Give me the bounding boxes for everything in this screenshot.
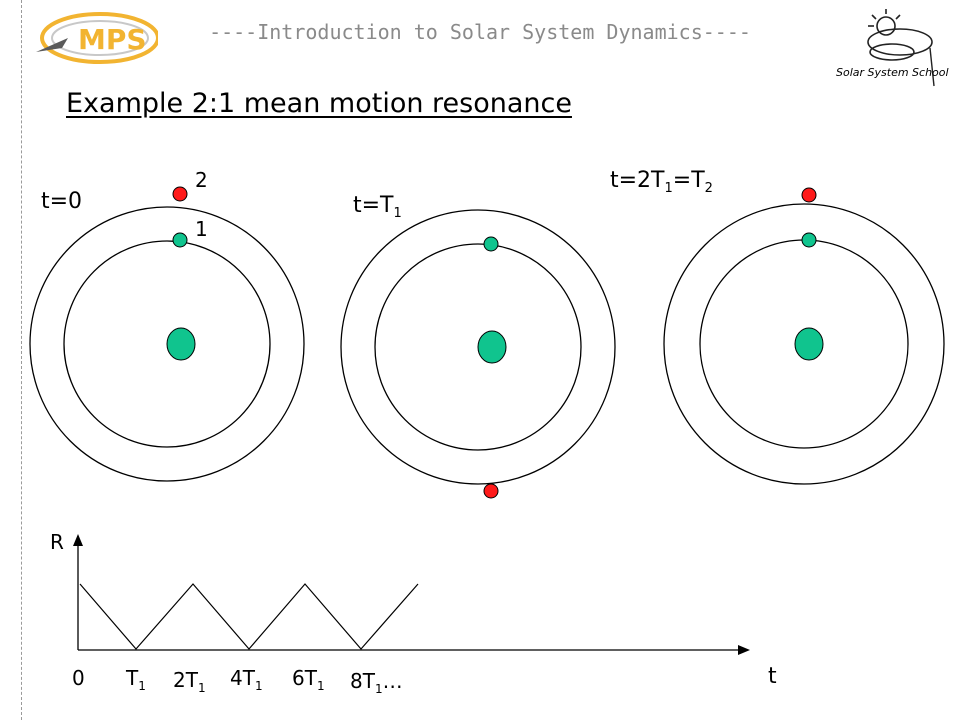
central-star: [794, 327, 824, 361]
tick-label: T1: [125, 666, 146, 693]
x-axis-label: t: [768, 664, 777, 689]
y-axis-label: R: [50, 530, 64, 554]
body-1: [172, 232, 188, 248]
outer-orbit: [29, 206, 305, 482]
body-2: [172, 186, 188, 202]
inner-orbit: [63, 240, 271, 448]
mps-logo: MPS: [36, 12, 158, 64]
tick-label: 6T1: [292, 666, 325, 693]
solar-system-school-logo: Solar System School: [836, 9, 949, 87]
inner-orbit: [374, 243, 582, 451]
central-star: [166, 327, 196, 361]
time-label: t=0: [41, 189, 82, 214]
y-axis-arrow: [73, 534, 83, 546]
slide-header: ----Introduction to Solar System Dynamic…: [209, 20, 751, 44]
body-1: [801, 232, 817, 248]
panel-t0: t=0 2 1: [29, 168, 305, 482]
slide-margin-guide: [21, 0, 22, 720]
resonance-graph: R t 0 T1 2T1 4T1 6T1 8T1…: [50, 530, 777, 696]
panel-t2: t=2T1=T2: [610, 168, 945, 485]
body-1: [483, 236, 499, 252]
tick-label: 8T1…: [350, 669, 403, 696]
time-label: t=T1: [353, 193, 402, 221]
time-label: t=2T1=T2: [610, 168, 713, 196]
sawtooth-curve: [79, 583, 419, 650]
outer-orbit: [663, 203, 945, 485]
tick-label: 0: [72, 666, 85, 690]
tick-label: 2T1: [173, 668, 206, 695]
svg-text:MPS: MPS: [78, 23, 147, 56]
x-axis-arrow: [738, 645, 750, 655]
tick-label: 4T1: [230, 666, 263, 693]
body-2-label: 2: [195, 168, 208, 192]
body-1-label: 1: [195, 217, 208, 241]
panel-t1: t=T1: [340, 193, 616, 499]
body-2: [801, 187, 817, 203]
slide-title: Example 2:1 mean motion resonance: [66, 88, 572, 119]
outer-orbit: [340, 209, 616, 485]
svg-text:Solar System School: Solar System School: [836, 66, 949, 79]
body-2: [483, 483, 499, 499]
central-star: [477, 330, 507, 364]
